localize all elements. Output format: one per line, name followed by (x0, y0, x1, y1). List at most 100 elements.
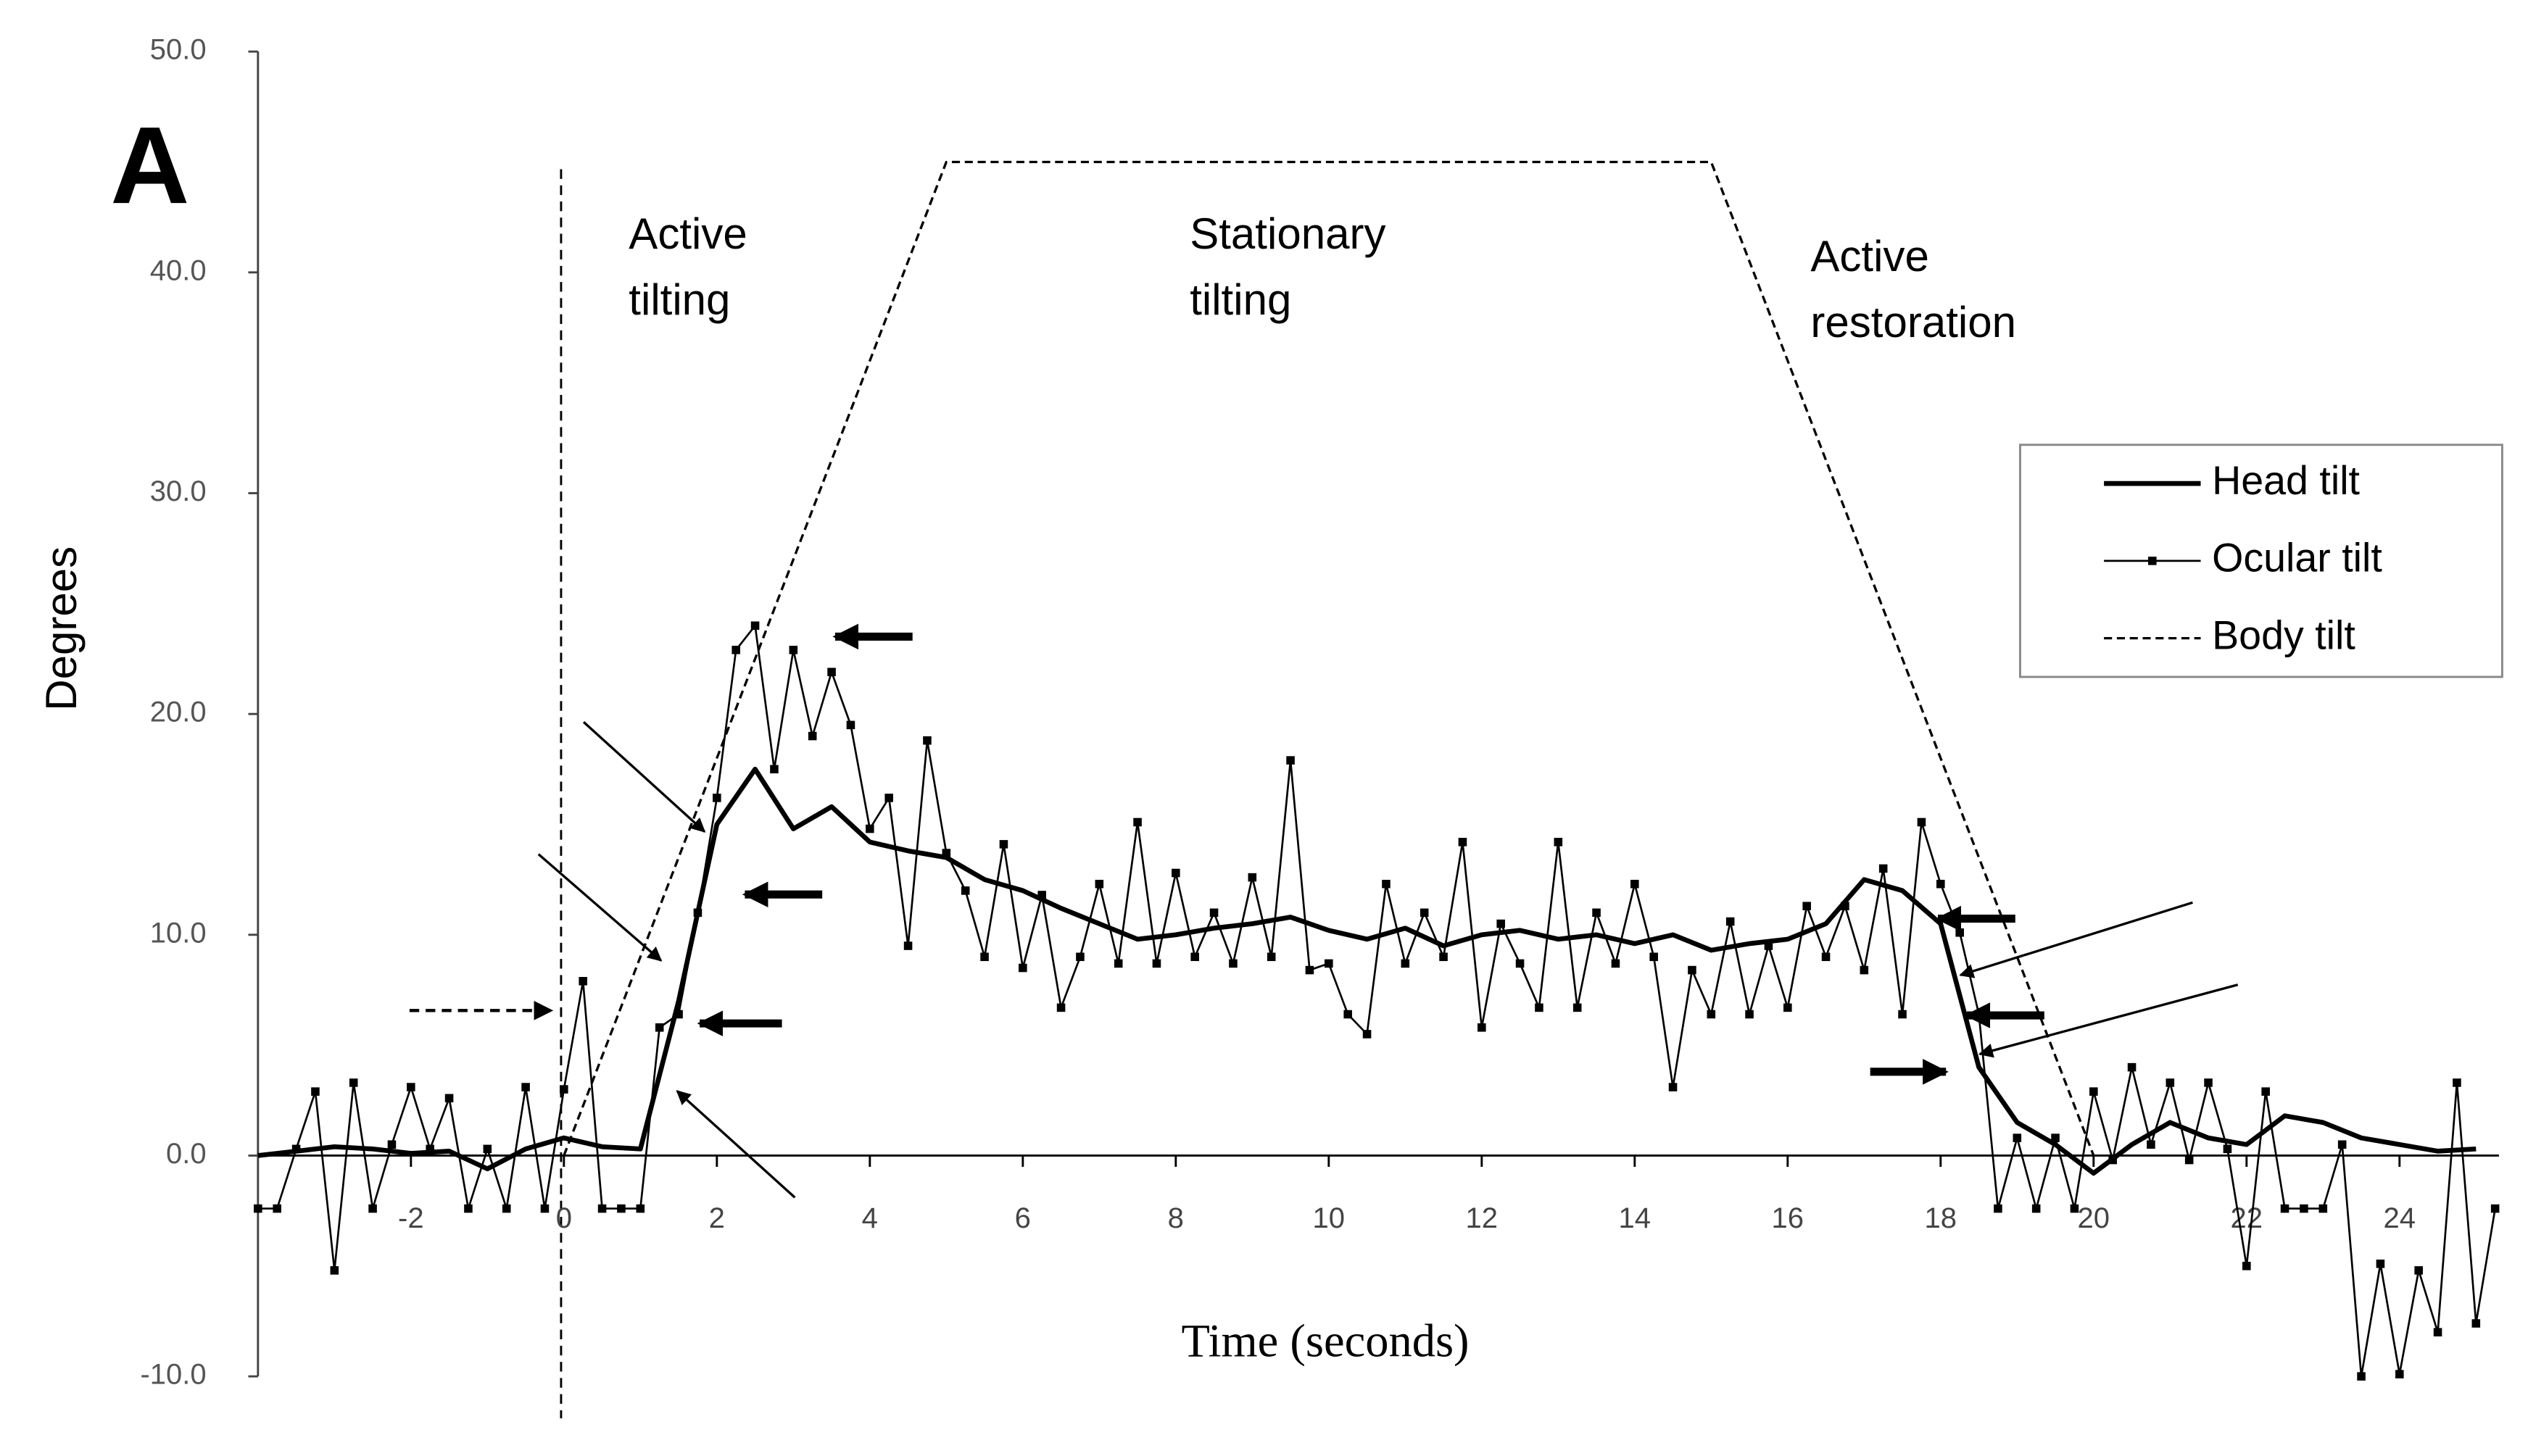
data-point (2204, 1078, 2213, 1087)
data-point (1936, 879, 1945, 889)
data-point (903, 941, 913, 950)
y-tick-label: 10.0 (150, 917, 207, 949)
data-point (1725, 917, 1735, 926)
legend-box (2019, 444, 2503, 678)
data-point (2395, 1370, 2404, 1378)
arrow (537, 853, 663, 962)
arrow (676, 1090, 796, 1199)
data-point (1152, 959, 1161, 968)
data-point (2147, 1140, 2155, 1149)
data-point (1496, 919, 1505, 928)
data-point (1783, 1003, 1792, 1012)
annotation-line: Active (629, 209, 747, 258)
data-point (597, 1204, 607, 1213)
annotation-active-restoration: Active restoration (1810, 232, 2016, 346)
series-line (257, 766, 2477, 1176)
data-point (1668, 1083, 1678, 1091)
data-point (1019, 963, 1027, 973)
data-point (1267, 952, 1276, 962)
y-axis-label: Degrees (37, 546, 86, 711)
data-point (1229, 959, 1238, 968)
arrow (1959, 901, 2193, 978)
data-point (1382, 879, 1391, 889)
data-point (1343, 1010, 1352, 1019)
x-tick-label: 0 (556, 1202, 572, 1234)
data-point (1056, 1003, 1066, 1012)
x-axis-label: Time (seconds) (1181, 1315, 1469, 1367)
data-point (636, 1204, 645, 1213)
data-point (2070, 1204, 2079, 1213)
y-tick-label: -10.0 (140, 1359, 206, 1391)
data-point (2127, 1062, 2137, 1072)
data-point (1630, 879, 1639, 889)
data-point (330, 1266, 339, 1275)
data-point (1745, 1010, 1754, 1019)
data-point (560, 1085, 568, 1094)
data-point (1325, 959, 1333, 968)
data-point (521, 1083, 530, 1091)
annotation-stationary-tilting: Stationary tilting (1190, 209, 1385, 324)
data-point (846, 720, 855, 730)
x-tick-label: 14 (1619, 1202, 1652, 1234)
data-point (980, 952, 989, 962)
data-point (1898, 1010, 1907, 1019)
legend-label: Body tilt (2212, 612, 2355, 657)
data-point (1362, 1030, 1372, 1039)
annotation-line: Stationary (1190, 209, 1385, 258)
data-point (827, 667, 836, 677)
data-point (2376, 1259, 2385, 1268)
arrow (582, 721, 706, 833)
data-point (884, 794, 893, 802)
data-point (1841, 902, 1849, 910)
y-tick-label: 20.0 (150, 696, 207, 728)
x-tick-label: 10 (1313, 1202, 1346, 1234)
data-point (1592, 908, 1601, 918)
x-tick-label: 24 (2384, 1202, 2416, 1234)
data-point (1133, 818, 1142, 827)
data-point (923, 736, 932, 745)
data-point (1572, 1003, 1582, 1012)
data-point (464, 1204, 473, 1213)
data-point (1305, 965, 1314, 975)
data-point (291, 1144, 301, 1154)
data-point (1209, 908, 1219, 918)
data-point (770, 765, 779, 774)
data-point (2318, 1204, 2328, 1213)
data-point (808, 731, 817, 741)
data-point (2471, 1319, 2481, 1328)
x-tick-label: 8 (1168, 1202, 1184, 1234)
annotation-line: tilting (629, 275, 730, 324)
x-tick-label: 4 (862, 1202, 878, 1234)
data-point (1917, 818, 1926, 827)
data-point (1974, 1010, 1984, 1019)
data-point (1688, 965, 1696, 975)
data-point (617, 1204, 626, 1213)
data-point (1037, 891, 1046, 899)
series-line (563, 160, 2095, 1157)
data-point (540, 1204, 550, 1213)
legend: Head tilt Ocular tilt Body tilt (2019, 444, 2503, 678)
data-point (2414, 1266, 2423, 1275)
data-point (426, 1144, 434, 1154)
legend-label: Head tilt (2212, 458, 2360, 503)
x-tick-label: 6 (1015, 1202, 1031, 1234)
data-point (1611, 959, 1620, 968)
data-point (1649, 952, 1658, 962)
data-point (1401, 959, 1410, 968)
data-point (579, 977, 587, 986)
annotation-arrows (409, 623, 2239, 1199)
annotation-active-tilting: Active tilting (629, 209, 747, 324)
arrow (1978, 983, 2239, 1058)
data-point (999, 840, 1008, 849)
data-point (1439, 952, 1448, 962)
data-point (2031, 1204, 2041, 1213)
data-point (1821, 952, 1831, 962)
data-point (1764, 941, 1773, 950)
data-point (2089, 1087, 2098, 1096)
data-point (1955, 928, 1964, 937)
data-point (368, 1204, 377, 1213)
y-tick-label: 50.0 (150, 34, 207, 66)
data-point (2223, 1144, 2232, 1154)
data-point (1535, 1003, 1543, 1012)
